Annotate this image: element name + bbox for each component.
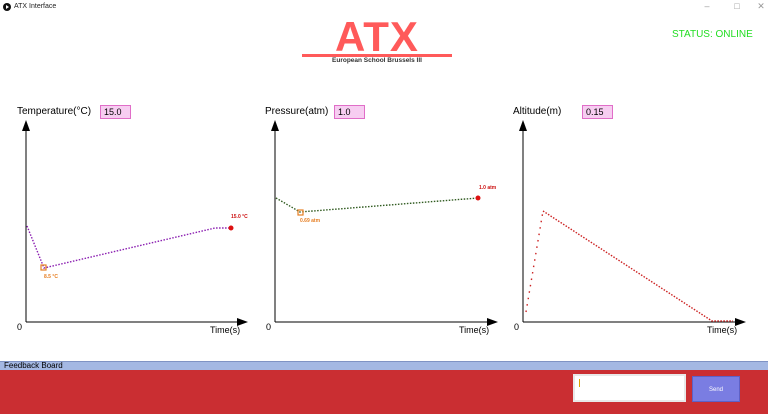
altitude-ascent-line xyxy=(525,210,544,313)
pressure-series-line xyxy=(275,197,479,213)
pressure-x-arrow xyxy=(487,318,498,326)
atx-logo: ATX European School Brussels III xyxy=(298,16,456,68)
window-title: ATX Interface xyxy=(14,3,57,10)
feedback-board-title: Feedback Board xyxy=(4,361,63,370)
pressure-min-marker xyxy=(297,209,304,216)
logo-subtitle: European School Brussels III xyxy=(332,57,422,64)
temperature-min-marker xyxy=(40,264,47,271)
pressure-value-field: 1.0 xyxy=(334,105,365,119)
altitude-value-field: 0.15 xyxy=(582,105,613,119)
maximize-icon[interactable]: □ xyxy=(734,1,740,11)
charts-canvas: 0 Time(s) 15.0 °C 8.5 °C 0 Time(s) 1.0 a… xyxy=(17,120,746,335)
send-button[interactable]: Send xyxy=(692,376,740,402)
pressure-y-arrow xyxy=(271,120,279,131)
altitude-x-arrow xyxy=(735,318,746,326)
text-caret xyxy=(579,379,580,387)
feedback-board-header: Feedback Board xyxy=(0,361,768,371)
temperature-value-field: 15.0 xyxy=(100,105,131,119)
close-icon[interactable]: ✕ xyxy=(757,1,765,11)
temperature-y-arrow xyxy=(22,120,30,131)
pressure-current-marker xyxy=(475,195,481,201)
pressure-label: Pressure(atm) xyxy=(265,106,329,117)
temperature-origin-label: 0 xyxy=(17,322,22,332)
pressure-origin-label: 0 xyxy=(266,322,271,332)
altitude-descent-line xyxy=(542,210,733,322)
temperature-series-line xyxy=(26,225,230,269)
temperature-min-annotation: 8.5 °C xyxy=(44,274,58,280)
app-icon xyxy=(3,3,11,11)
pressure-x-label: Time(s) xyxy=(459,325,489,335)
altitude-label: Altitude(m) xyxy=(513,106,562,117)
logo-text: ATX xyxy=(335,13,419,60)
window-title-bar: ATX Interface – □ ✕ xyxy=(0,0,768,14)
temperature-current-annotation: 15.0 °C xyxy=(231,214,248,220)
logo-underline xyxy=(302,54,452,57)
altitude-x-label: Time(s) xyxy=(707,325,737,335)
status-indicator: STATUS: ONLINE xyxy=(672,29,753,40)
temperature-chart: 0 Time(s) 15.0 °C 8.5 °C xyxy=(17,120,248,335)
temperature-x-arrow xyxy=(237,318,248,326)
pressure-chart: 0 Time(s) 1.0 atm 0.69 atm xyxy=(266,120,498,335)
altitude-chart: 0 Time(s) xyxy=(514,120,746,335)
temperature-label: Temperature(°C) xyxy=(17,106,92,117)
altitude-origin-label: 0 xyxy=(514,322,519,332)
temperature-current-marker xyxy=(228,225,234,231)
altitude-y-arrow xyxy=(519,120,527,131)
minimize-icon[interactable]: – xyxy=(704,1,710,11)
temperature-x-label: Time(s) xyxy=(210,325,240,335)
pressure-min-annotation: 0.69 atm xyxy=(300,218,321,224)
feedback-input[interactable] xyxy=(573,374,686,402)
pressure-current-annotation: 1.0 atm xyxy=(479,185,497,191)
